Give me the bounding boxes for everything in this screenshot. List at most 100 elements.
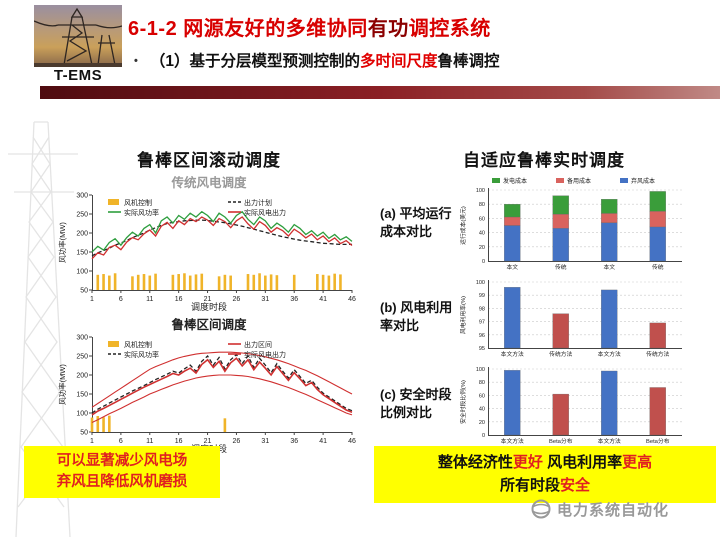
left-callout-line2: 弃风且降低风机磨损 — [56, 474, 188, 491]
svg-text:20: 20 — [479, 245, 485, 251]
journal-brand: 电力系统自动化 — [530, 498, 669, 520]
svg-text:11: 11 — [146, 438, 153, 445]
svg-text:99: 99 — [479, 293, 485, 299]
svg-text:弃风成本: 弃风成本 — [631, 177, 655, 185]
svg-text:发电成本: 发电成本 — [503, 177, 527, 185]
page-subtitle: • （1）基于分层模型预测控制的多时间尺度鲁棒调控 — [134, 49, 500, 71]
svg-text:80: 80 — [479, 202, 485, 208]
svg-text:16: 16 — [175, 438, 183, 445]
svg-text:实际风电出力: 实际风电出力 — [244, 208, 286, 217]
globe-icon — [531, 499, 551, 519]
svg-text:97: 97 — [479, 320, 485, 326]
chart1-xaxis-label: 调度时段 — [190, 302, 227, 312]
svg-text:200: 200 — [76, 231, 88, 238]
svg-text:26: 26 — [233, 296, 241, 303]
left-section-title: 鲁棒区间滚动调度 — [137, 151, 281, 170]
svg-text:0: 0 — [482, 433, 485, 439]
svg-text:安全时段比例(%): 安全时段比例(%) — [459, 380, 467, 424]
svg-text:运行成本(美元): 运行成本(美元) — [459, 206, 467, 245]
svg-text:300: 300 — [76, 193, 88, 200]
svg-text:风电利用率(%): 风电利用率(%) — [459, 296, 467, 334]
title-suffix: 调控系统 — [408, 18, 491, 40]
cost-comparison-row: (a) 平均运行成本对比 0 20 40 60 80 100 本文 传统 本文 传统 运行成本(美元… — [376, 174, 712, 272]
transmission-tower-photo-graphic — [33, 7, 123, 67]
callout-text: 整体经济性 — [437, 454, 513, 471]
utilization-comparison-row: (b) 风电利用率对比 95 96 97 98 99 100 本文方法 传统方法 本文方法 传统方… — [376, 275, 712, 359]
svg-text:1: 1 — [90, 296, 94, 303]
svg-text:0: 0 — [482, 259, 485, 265]
svg-text:250: 250 — [76, 212, 88, 219]
svg-text:本文方法: 本文方法 — [598, 437, 621, 445]
subtitle-suffix: 鲁棒调控 — [437, 53, 500, 70]
svg-text:36: 36 — [290, 296, 298, 303]
right-section-title: 自适应鲁棒实时调度 — [463, 151, 625, 170]
svg-text:备用成本: 备用成本 — [567, 177, 591, 185]
svg-text:传统方法: 传统方法 — [549, 350, 572, 358]
safety-chart-label: (c) 安全时段比例对比 — [380, 387, 452, 420]
callout-emphasis: 安全 — [560, 476, 591, 494]
svg-text:传统方法: 传统方法 — [646, 350, 669, 358]
svg-text:60: 60 — [479, 393, 485, 399]
svg-text:40: 40 — [479, 407, 485, 413]
subtitle-emphasis: 多时间尺度 — [359, 53, 438, 70]
svg-text:本文方法: 本文方法 — [501, 350, 524, 358]
svg-text:21: 21 — [204, 438, 212, 445]
svg-text:41: 41 — [319, 438, 327, 445]
svg-text:46: 46 — [348, 296, 356, 303]
cost-chart-label: (a) 平均运行成本对比 — [380, 206, 452, 239]
chart-average-operating-cost: 0 20 40 60 80 100 本文 传统 本文 传统 运行成本(美元) 发电成本 备用成本 弃风成本 — [459, 177, 682, 271]
svg-text:实际风电出力: 实际风电出力 — [244, 350, 286, 359]
svg-text:风机控制: 风机控制 — [124, 340, 152, 349]
svg-text:100: 100 — [76, 269, 88, 276]
svg-text:31: 31 — [261, 438, 269, 445]
title-emphasis: 有功 — [367, 18, 409, 40]
svg-text:Beta分布: Beta分布 — [646, 437, 670, 445]
svg-text:出力计划: 出力计划 — [244, 198, 272, 207]
svg-text:本文: 本文 — [603, 263, 615, 271]
chart-safe-period-ratio: 0 20 40 60 80 100 本文方法 Beta分布 本文方法 Beta分布 安全时段比例(%… — [459, 367, 682, 445]
svg-text:6: 6 — [119, 438, 123, 445]
svg-text:本文方法: 本文方法 — [598, 350, 621, 358]
svg-text:本文方法: 本文方法 — [501, 437, 524, 445]
subtitle-text: （1）基于分层模型预测控制的 — [149, 53, 360, 70]
svg-text:60: 60 — [479, 216, 485, 222]
tems-brand-label: T-EMS — [53, 67, 103, 84]
tems-logo-photo — [33, 5, 123, 67]
left-conclusion-callout: 可以显著减少风电场 弃风且降低风机磨损 — [24, 446, 220, 499]
left-callout-line1: 可以显著减少风电场 — [56, 453, 188, 469]
svg-text:100: 100 — [476, 280, 485, 286]
svg-text:100: 100 — [76, 411, 88, 418]
svg-text:传统: 传统 — [555, 263, 567, 271]
header-divider-bar — [40, 86, 720, 99]
svg-text:26: 26 — [233, 438, 241, 445]
svg-text:出力区间: 出力区间 — [244, 340, 272, 349]
right-callout-line1: 整体经济性更好 风电利用率更高 — [376, 452, 714, 475]
title-text: 网源友好的多维协同 — [183, 18, 368, 40]
svg-text:本文: 本文 — [506, 263, 518, 271]
svg-text:6: 6 — [119, 296, 123, 303]
svg-text:46: 46 — [348, 438, 356, 445]
callout-text: 风电利用率 — [542, 454, 623, 471]
page-title: 6-1-2 网源友好的多维协同有功调控系统 — [128, 12, 491, 41]
callout-emphasis: 更好 — [512, 454, 543, 471]
svg-text:16: 16 — [175, 296, 183, 303]
svg-text:1: 1 — [90, 438, 94, 445]
right-panel: 自适应鲁棒实时调度 (a) 平均运行成本对比 0 20 40 60 80 100 本文 传统本… — [376, 146, 712, 446]
svg-text:风功率(MW): 风功率(MW) — [57, 222, 67, 263]
svg-text:风机控制: 风机控制 — [124, 198, 152, 207]
left-panel: 鲁棒区间滚动调度 传统风电调度 50 100 150 200 250 300 1 6 11 16 2… — [56, 146, 362, 455]
utilization-chart-label: (b) 风电利用率对比 — [380, 300, 453, 333]
svg-text:100: 100 — [476, 188, 485, 194]
svg-text:36: 36 — [290, 438, 298, 445]
svg-text:41: 41 — [319, 296, 327, 303]
callout-text: 所有时段 — [499, 476, 560, 494]
svg-text:150: 150 — [76, 392, 88, 399]
svg-text:21: 21 — [204, 296, 212, 303]
journal-name: 电力系统自动化 — [557, 501, 670, 519]
safety-comparison-row: (c) 安全时段比例对比 0 20 40 60 80 100 本文方法 Beta分布 本文方法 B… — [376, 362, 712, 446]
svg-text:100: 100 — [476, 367, 485, 373]
svg-text:98: 98 — [479, 306, 485, 312]
svg-text:50: 50 — [80, 288, 88, 295]
